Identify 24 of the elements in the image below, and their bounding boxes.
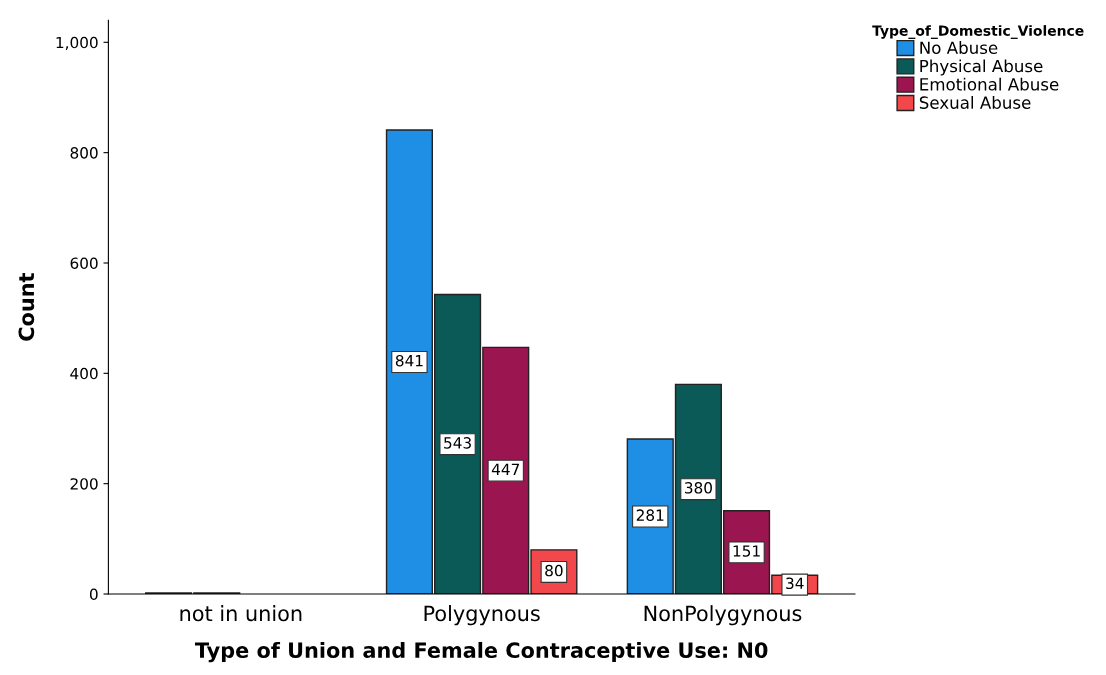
data-label: 543: [444, 437, 471, 449]
y-tick-label: 800: [70, 147, 98, 159]
data-label: 380: [684, 482, 712, 494]
x-tick-label: NonPolygynous: [644, 605, 802, 626]
y-tick-label: 400: [70, 367, 98, 380]
x-axis-title: Type of Union and Female Contraceptive Use: N0: [194, 641, 768, 663]
data-label: 34: [786, 577, 804, 590]
x-tick-label: not in union: [180, 605, 302, 622]
legend-label: Sexual Abuse: [919, 96, 1031, 109]
x-tick-label: Polygynous: [424, 605, 540, 626]
data-label: 447: [491, 463, 520, 475]
y-tick-label: 1,000: [56, 36, 98, 50]
legend-label: No Abuse: [920, 41, 998, 55]
y-axis-title: Count: [18, 272, 35, 341]
data-label: 80: [545, 564, 563, 577]
data-label: 841: [395, 354, 423, 367]
data-label: 281: [636, 509, 664, 521]
legend-label: Physical Abuse: [920, 59, 1043, 76]
y-tick-label: 600: [70, 257, 98, 270]
y-tick-label: 0: [89, 588, 98, 601]
legend-title: Type_of_Domestic_Violence: [872, 25, 1084, 39]
y-tick-label: 200: [70, 478, 98, 490]
legend-label: Emotional Abuse: [920, 77, 1059, 91]
data-label: 151: [733, 545, 760, 557]
